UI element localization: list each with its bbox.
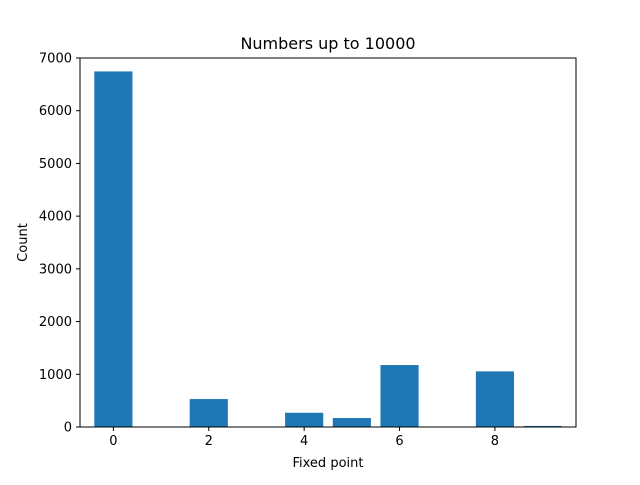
bar-8: [475, 371, 514, 427]
bar-6: [380, 365, 419, 427]
bar-9: [523, 425, 562, 427]
bars-layer: [94, 71, 562, 427]
y-tick-label: 0: [64, 421, 72, 436]
chart-title: Numbers up to 10000: [240, 34, 415, 53]
ticks-layer: 0 2 4 6 8 0 1000 2000 3000 4000 5000 6000 7000: [39, 52, 499, 450]
y-tick-label: 1000: [39, 368, 72, 383]
bar-5: [332, 418, 371, 427]
y-tick-label: 4000: [39, 210, 72, 225]
y-tick-label: 5000: [39, 157, 72, 172]
bar-4: [285, 412, 324, 427]
y-tick-label: 7000: [39, 52, 72, 67]
y-axis-label: Count: [16, 223, 31, 262]
x-tick-label: 2: [205, 434, 213, 449]
x-axis-label: Fixed point: [293, 456, 364, 471]
bar-2: [189, 399, 228, 427]
x-tick-label: 0: [109, 434, 117, 449]
y-tick-label: 3000: [39, 262, 72, 277]
x-tick-label: 8: [491, 434, 499, 449]
y-tick-label: 6000: [39, 104, 72, 119]
bar-0: [94, 71, 133, 427]
plot-area-frame: [79, 57, 577, 428]
y-tick-label: 2000: [39, 315, 72, 330]
x-tick-label: 4: [300, 434, 308, 449]
x-tick-label: 6: [395, 434, 403, 449]
